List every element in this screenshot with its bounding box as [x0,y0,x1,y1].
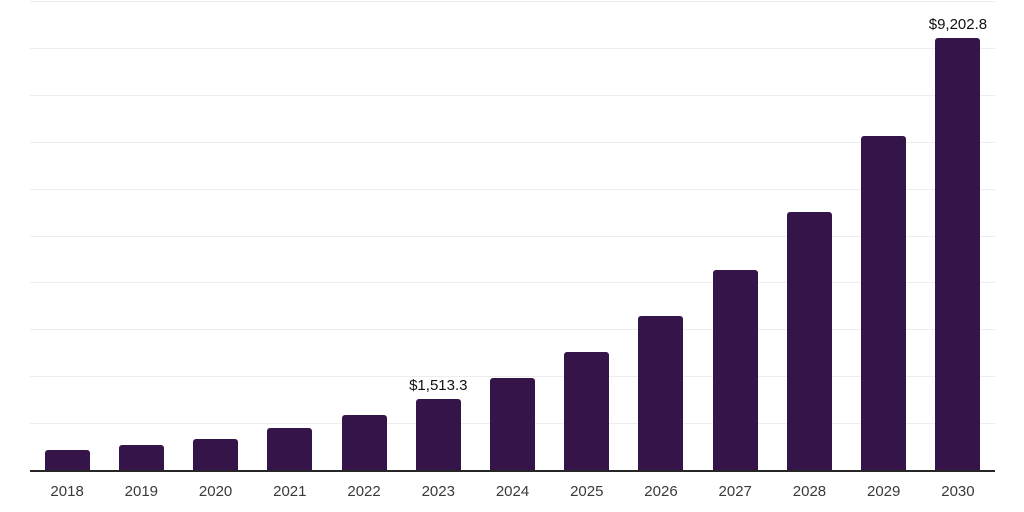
bar-slot-2027 [698,1,772,470]
bar-slot-2023: $1,513.3 [401,1,475,470]
x-tick-2028: 2028 [792,483,827,500]
x-tick-2021: 2021 [273,483,307,500]
bar-2025 [564,352,610,470]
gridline-9000 [30,47,995,49]
x-tick-2025: 2025 [570,483,604,500]
x-tick-2030: 2030 [941,483,975,500]
bar-slot-2029 [847,1,921,470]
x-tick-2023: 2023 [421,483,455,500]
plot-area: $1,513.3 $9,202.8 [30,1,995,472]
bar-slot-2025 [550,1,624,470]
x-tick-2024: 2024 [495,483,530,500]
bar-2027 [712,270,758,470]
bar-slot-2020 [178,1,252,470]
bar-slot-2028 [772,1,846,470]
bar-2023 [415,399,461,470]
gridline-10000 [30,1,995,2]
x-tick-2019: 2019 [124,483,159,500]
x-tick-2027: 2027 [718,483,752,500]
gridline-4000 [30,282,995,284]
x-tick-2026: 2026 [644,483,678,500]
bars: $1,513.3 $9,202.8 [30,1,995,470]
bar-2020 [193,438,239,470]
bar-slot-2019 [104,1,178,470]
x-axis-labels: 2018 2019 2020 2021 2022 2023 2024 2025 2026 2027… [30,479,995,505]
bar-2024 [490,378,536,470]
bar-2022 [341,415,387,470]
x-axis-line [30,470,995,472]
gridline-2000 [30,376,995,378]
x-tick-2022: 2022 [347,483,381,500]
data-label-2030: $9,202.8 [928,16,988,34]
bar-2018 [44,450,90,470]
bar-slot-2030: $9,202.8 [921,1,995,470]
gridline-7000 [30,141,995,143]
bar-slot-2022 [327,1,401,470]
bar-slot-2024 [475,1,549,470]
x-tick-2029: 2029 [867,483,901,500]
gridline-5000 [30,235,995,237]
gridline-8000 [30,94,995,96]
bar-2028 [786,212,832,470]
x-tick-2020: 2020 [198,483,233,500]
bar-2029 [861,136,907,470]
bar-2030 [935,38,981,470]
gridline-6000 [30,188,995,190]
bar-slot-2021 [253,1,327,470]
bar-slot-2026 [624,1,698,470]
bar-2021 [267,428,313,470]
bar-2019 [118,444,164,470]
bar-2026 [638,315,684,470]
data-label-2023: $1,513.3 [409,377,468,395]
x-tick-2018: 2018 [50,483,84,500]
bar-slot-2018 [30,1,104,470]
gridline-3000 [30,329,995,331]
